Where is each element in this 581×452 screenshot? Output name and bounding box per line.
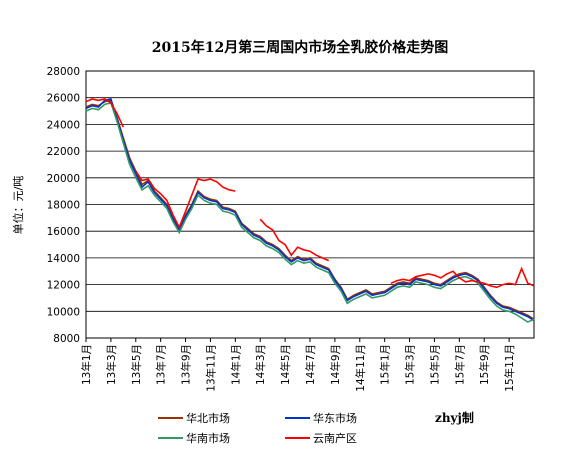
x-tick-label: 14年11月 — [354, 344, 367, 392]
grid-lines — [86, 70, 534, 339]
y-tick-label: 26000 — [47, 93, 80, 105]
y-tick-label: 22000 — [47, 146, 80, 158]
x-tick-label: 15年1月 — [379, 344, 392, 385]
legend: 华北市场 华东市场 华南市场 云南产区 zhyj制 — [158, 410, 474, 445]
legend-label-huadong: 华东市场 — [313, 411, 357, 425]
series-line-1 — [85, 98, 535, 322]
series-line-3 — [85, 98, 535, 289]
x-tick-label: 13年11月 — [204, 344, 217, 392]
x-tick-label: 15年9月 — [478, 344, 491, 385]
legend-label-huabei: 华北市场 — [186, 411, 230, 425]
x-tick-label: 14年7月 — [304, 344, 317, 385]
x-tick-label: 14年3月 — [254, 344, 267, 385]
x-tick-label: 14年5月 — [279, 344, 292, 385]
x-tick-label: 13年7月 — [155, 344, 168, 385]
x-tick-label: 15年5月 — [428, 344, 441, 385]
legend-label-huanan: 华南市场 — [186, 431, 230, 445]
legend-item-yunnan: 云南产区 — [285, 431, 357, 445]
x-tick-label: 15年7月 — [453, 344, 466, 385]
legend-item-huadong: 华东市场 — [285, 411, 357, 425]
y-tick-label: 8000 — [53, 333, 80, 345]
x-tick-label: 15年3月 — [404, 344, 417, 385]
y-tick-label: 18000 — [47, 200, 80, 212]
chart-title: 2015年12月第三周国内市场全乳胶价格走势图 — [152, 39, 448, 56]
y-tick-label: 24000 — [47, 119, 80, 131]
x-tick-label: 13年1月 — [80, 344, 93, 385]
y-axis-label: 单位：元/吨 — [11, 176, 25, 235]
legend-item-huanan: 华南市场 — [158, 431, 230, 445]
legend-label-yunnan: 云南产区 — [313, 431, 357, 445]
x-tick-label: 15年11月 — [503, 344, 516, 392]
x-tick-label: 14年9月 — [329, 344, 342, 385]
legend-item-huabei: 华北市场 — [158, 411, 230, 425]
x-tick-label: 13年5月 — [130, 344, 143, 385]
y-tick-label: 20000 — [47, 173, 80, 185]
y-tick-label: 28000 — [47, 66, 80, 78]
x-tick-label: 14年1月 — [229, 344, 242, 385]
y-tick-label: 16000 — [47, 226, 80, 238]
series-line-0 — [85, 99, 535, 320]
x-tick-label: 13年9月 — [180, 344, 193, 385]
x-tick-label: 13年3月 — [105, 344, 118, 385]
x-axis-ticks: 13年1月 13年3月 13年5月 13年7月 13年9月 13年11月 14年1月 14年3… — [80, 338, 516, 392]
watermark-label: zhyj制 — [435, 410, 474, 425]
series-lines — [85, 98, 535, 323]
y-tick-label: 12000 — [47, 280, 80, 292]
y-axis-ticks: 8000 10000 12000 14000 16000 18000 20000 22000 2… — [47, 66, 80, 345]
y-tick-label: 14000 — [47, 253, 80, 265]
series-line-2 — [85, 102, 535, 323]
y-tick-label: 10000 — [47, 306, 80, 318]
